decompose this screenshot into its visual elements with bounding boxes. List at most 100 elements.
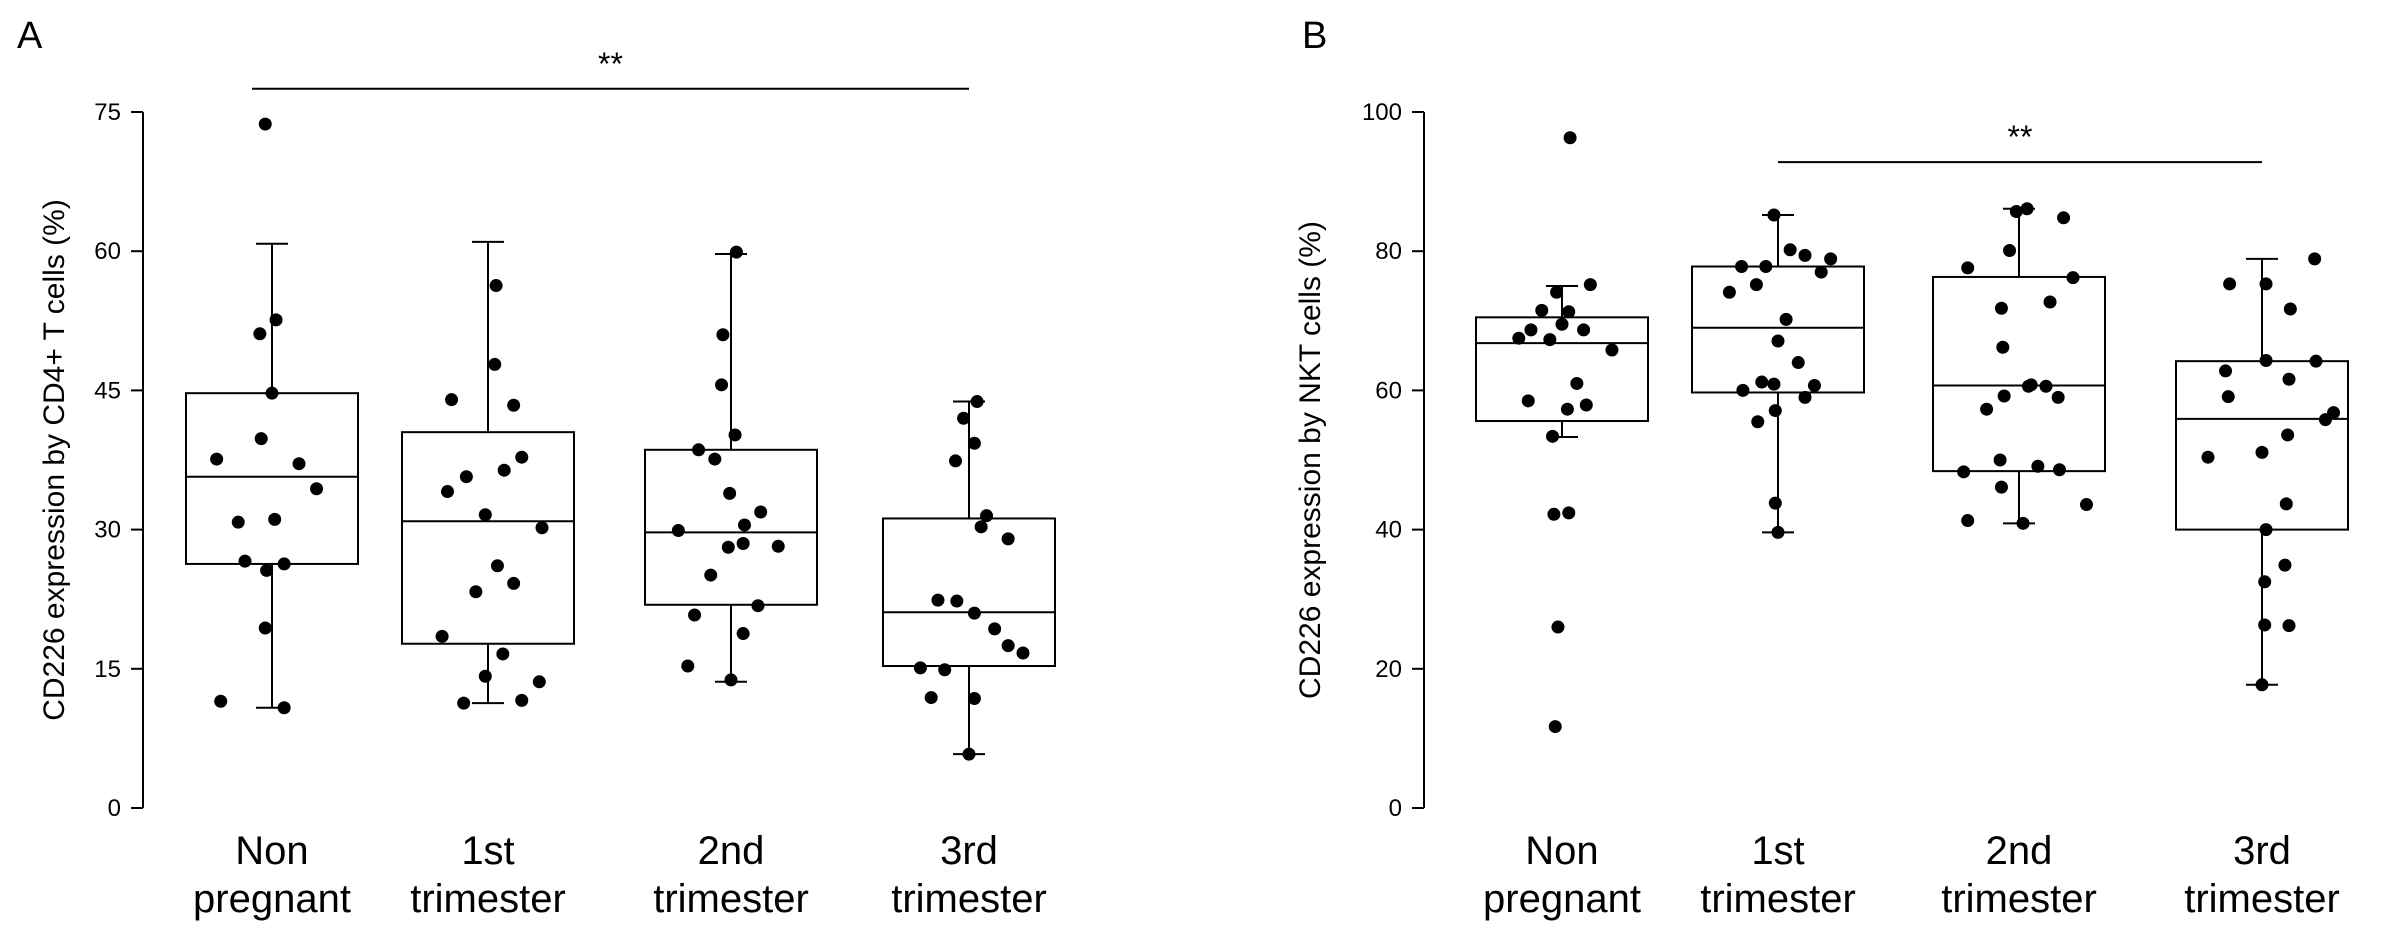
data-point (2258, 618, 2272, 632)
data-point (1562, 305, 1576, 319)
data-point (957, 411, 971, 425)
data-point (1736, 383, 1750, 397)
data-point (1767, 377, 1781, 391)
data-point (532, 675, 546, 689)
data-point (231, 515, 245, 529)
data-point (2282, 619, 2296, 633)
data-point (708, 452, 722, 466)
data-point (2259, 277, 2273, 291)
data-point (967, 436, 981, 450)
data-point (478, 669, 492, 683)
data-point (2057, 211, 2071, 225)
data-point (931, 593, 945, 607)
significance-label: ** (2008, 119, 2033, 155)
data-point (1605, 343, 1619, 357)
data-point (2278, 558, 2292, 572)
data-point (2066, 271, 2080, 285)
data-point (771, 539, 785, 553)
data-point (988, 622, 1002, 636)
data-point (2255, 445, 2269, 459)
data-point (962, 747, 976, 761)
data-point (2259, 353, 2273, 367)
data-point (1001, 532, 1015, 546)
box-iqr (644, 448, 818, 606)
y-axis-label: CD226 expression by NKT cells (%) (1294, 221, 1327, 699)
data-point (1767, 208, 1781, 222)
data-point (2221, 390, 2235, 404)
y-tick-label: 30 (94, 517, 121, 544)
data-point (253, 327, 267, 341)
panel-label: A (17, 15, 43, 57)
data-point (2219, 364, 2233, 378)
data-point (1814, 265, 1828, 279)
box-iqr (882, 517, 1056, 668)
data-point (2258, 575, 2272, 589)
data-point (254, 432, 268, 446)
box-iqr (1475, 316, 1649, 423)
data-point (1994, 480, 2008, 494)
data-point (1779, 312, 1793, 326)
data-point (970, 395, 984, 409)
data-point (1768, 496, 1782, 510)
data-point (277, 701, 291, 715)
data-point (268, 512, 282, 526)
data-point (1543, 333, 1557, 347)
data-point (967, 691, 981, 705)
data-point (2009, 205, 2023, 219)
data-point (441, 485, 454, 499)
data-point (950, 594, 964, 608)
y-tick-label: 45 (94, 377, 121, 404)
data-point (2318, 413, 2332, 427)
data-point (469, 585, 483, 599)
significance-label: ** (598, 46, 623, 82)
x-category-label: Non pregnant (193, 829, 351, 921)
data-point (489, 279, 503, 293)
data-point (1994, 301, 2008, 315)
data-point (974, 520, 988, 534)
data-point (1550, 285, 1564, 299)
data-point (723, 486, 737, 500)
data-point (721, 540, 735, 554)
data-point (738, 518, 751, 532)
y-tick-label: 75 (94, 99, 121, 126)
data-point (478, 508, 492, 522)
panel-a: A 0 15 30 45 60 75 CD226 expression by CD4+ T c… (17, 15, 1056, 921)
y-tick-label: 20 (1375, 656, 1402, 683)
data-point (1563, 131, 1577, 145)
data-point (1980, 402, 1994, 416)
data-point (751, 599, 765, 613)
data-point (2043, 295, 2057, 309)
data-point (1997, 389, 2011, 403)
data-point (515, 693, 529, 707)
data-point (1759, 260, 1773, 274)
data-point (457, 696, 471, 710)
data-point (2259, 523, 2273, 537)
data-point (1791, 356, 1805, 370)
data-point (692, 443, 706, 457)
data-point (949, 454, 962, 468)
y-tick-label: 0 (108, 795, 121, 822)
data-point (1583, 278, 1597, 292)
data-point (1555, 317, 1569, 331)
data-point (688, 608, 702, 622)
data-point (258, 621, 272, 635)
data-point (459, 470, 473, 484)
data-point (1824, 252, 1838, 266)
data-point (1546, 429, 1560, 443)
data-point (292, 457, 306, 471)
data-point (2016, 516, 2030, 530)
data-point (704, 568, 718, 582)
data-point (238, 554, 252, 568)
data-point (1771, 525, 1785, 539)
data-point (435, 629, 449, 643)
data-point (924, 691, 938, 705)
data-point (728, 428, 742, 442)
data-point (497, 463, 511, 477)
data-point (2309, 354, 2323, 368)
data-point (2021, 379, 2035, 393)
data-point (1547, 507, 1561, 521)
data-point (716, 328, 730, 342)
data-point (1579, 398, 1593, 412)
data-point (1524, 323, 1538, 337)
data-point (260, 563, 274, 577)
